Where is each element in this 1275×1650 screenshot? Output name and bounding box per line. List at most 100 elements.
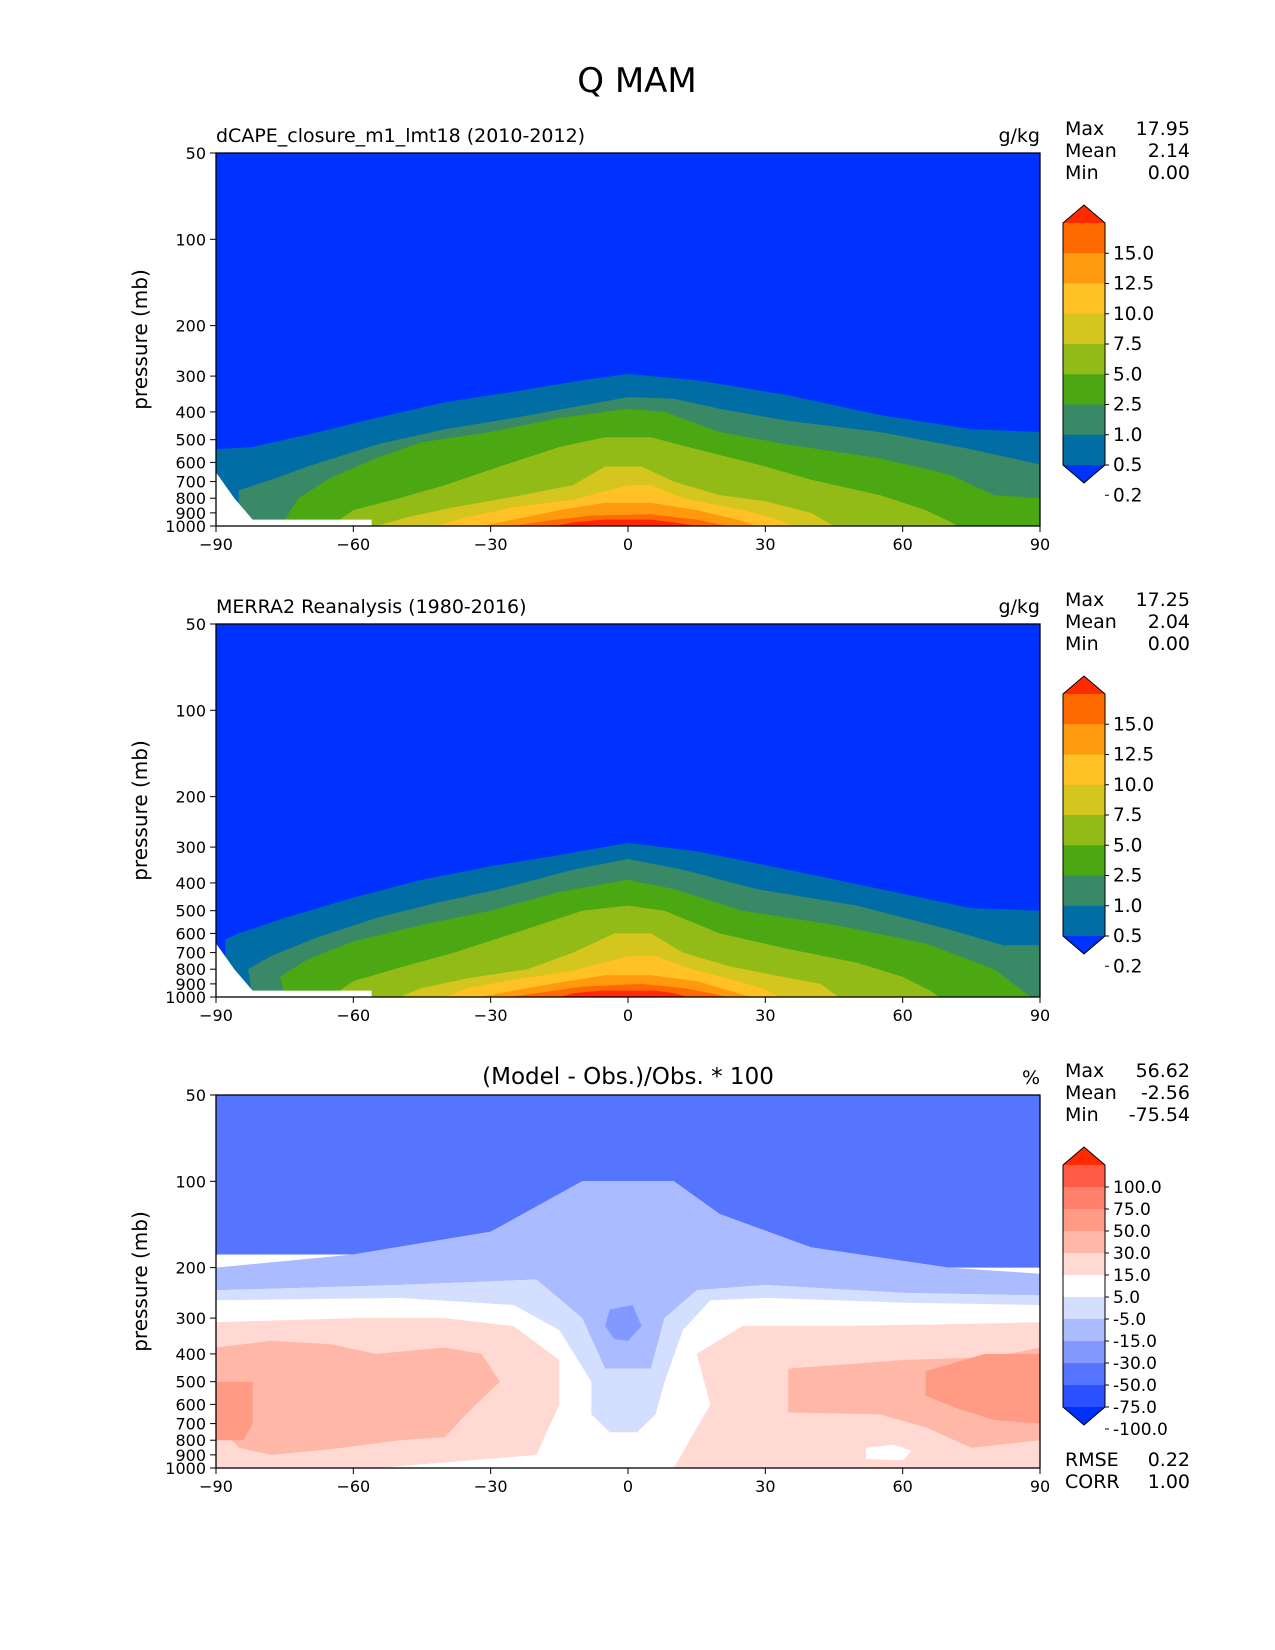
colorbar-swatch: [1063, 815, 1105, 846]
colorbar-swatch: [1063, 1165, 1105, 1188]
stat-label: Max: [1065, 589, 1104, 611]
x-tick-label: −90: [199, 1477, 233, 1496]
colorbar-tick-label: 5.0: [1113, 1288, 1140, 1308]
colorbar-tick-label: 10.0: [1113, 304, 1154, 325]
x-tick-label: 0: [623, 535, 633, 554]
y-tick-label: 400: [175, 874, 206, 893]
colorbar-extend-max: [1063, 205, 1105, 223]
colorbar-swatch: [1063, 374, 1105, 405]
x-tick-label: −30: [474, 535, 508, 554]
y-tick-label: 500: [175, 902, 206, 921]
colorbar-tick-label: 15.0: [1113, 243, 1154, 264]
colorbar-extend-min: [1063, 936, 1105, 954]
y-tick-label: 1000: [165, 517, 206, 536]
colorbar-tick-label: -100.0: [1113, 1420, 1168, 1440]
colorbar-tick-label: 0.5: [1113, 926, 1142, 947]
y-tick-label: 400: [175, 1345, 206, 1364]
colorbar-tick-label: 1.0: [1113, 425, 1142, 446]
colorbar-tick-label: 100.0: [1113, 1178, 1162, 1198]
colorbar: 15.0 12.5 10.0 7.5 5.0 2.5 1.0 0.5 0.2: [1062, 204, 1154, 506]
contour-band-15_0: [554, 519, 697, 526]
colorbar-tick-label: -5.0: [1113, 1310, 1146, 1330]
y-axis-label: pressure (mb): [128, 269, 152, 410]
units-label: %: [1022, 1067, 1040, 1089]
diff-region-8: [925, 1353, 1040, 1424]
stat-value: 2.04: [1148, 611, 1190, 633]
stat-value: 1.00: [1148, 1471, 1190, 1493]
y-tick-label: 600: [175, 924, 206, 943]
missing-data-mask: [216, 943, 372, 997]
colorbar-swatch: [1063, 1275, 1105, 1298]
stat-value: 17.95: [1136, 118, 1190, 140]
stat-label: Max: [1065, 118, 1104, 140]
y-tick-label: 900: [175, 975, 206, 994]
colorbar-swatch: [1063, 1363, 1105, 1386]
colorbar-tick-label: 12.5: [1113, 274, 1154, 295]
stat-value: 0.00: [1148, 633, 1190, 655]
panel-title: (Model - Obs.)/Obs. * 100: [482, 1064, 774, 1090]
colorbar-tick-label: -75.0: [1113, 1398, 1157, 1418]
colorbar-swatch: [1063, 1319, 1105, 1342]
colorbar-swatch: [1063, 223, 1105, 254]
stat-label: CORR: [1065, 1471, 1120, 1493]
panel-title: dCAPE_closure_m1_lmt18 (2010-2012): [216, 125, 585, 147]
stat-value: 2.14: [1148, 140, 1190, 162]
y-tick-label: 400: [175, 403, 206, 422]
x-tick-label: 60: [892, 1006, 912, 1025]
colorbar-tick-label: 12.5: [1113, 745, 1154, 766]
y-tick-label: 700: [175, 944, 206, 963]
y-tick-label: 700: [175, 473, 206, 492]
y-tick-label: 100: [175, 701, 206, 720]
colorbar: 100.075.050.030.015.05.0-5.0-15.0-30.0-5…: [1062, 1146, 1168, 1440]
x-tick-label: 60: [892, 1477, 912, 1496]
colorbar-tick-label: 15.0: [1113, 714, 1154, 735]
y-tick-label: 200: [175, 1259, 206, 1278]
colorbar-tick-label: -30.0: [1113, 1354, 1157, 1374]
colorbar-tick-label: 2.5: [1113, 395, 1142, 416]
y-tick-label: 600: [175, 1395, 206, 1414]
panel-2: 501002003004005006007008009001000pressur…: [128, 589, 1190, 1025]
missing-data-mask: [216, 472, 372, 526]
plot-area: [216, 153, 1040, 526]
stat-label: Mean: [1065, 140, 1117, 162]
colorbar-extend-min: [1063, 1407, 1105, 1425]
x-tick-label: −30: [474, 1006, 508, 1025]
stats-block: Max 56.62 Mean -2.56 Min -75.54 RMSE 0.22 CORR 1.…: [1065, 1060, 1190, 1493]
x-tick-label: −90: [199, 535, 233, 554]
colorbar-swatch: [1063, 1297, 1105, 1320]
colorbar-tick-label: 1.0: [1113, 896, 1142, 917]
colorbar-swatch: [1063, 344, 1105, 375]
diff-region-6: [216, 1340, 500, 1455]
colorbar-swatch: [1063, 1187, 1105, 1210]
units-label: g/kg: [998, 596, 1040, 618]
y-tick-label: 700: [175, 1415, 206, 1434]
y-tick-label: 500: [175, 1373, 206, 1392]
colorbar-swatch: [1063, 694, 1105, 725]
colorbar-tick-label: 0.5: [1113, 455, 1142, 476]
y-tick-label: 800: [175, 1431, 206, 1450]
y-tick-label: 100: [175, 1172, 206, 1191]
diff-region-10: [866, 1444, 912, 1461]
colorbar-swatch: [1063, 1231, 1105, 1254]
colorbar-tick-label: 10.0: [1113, 775, 1154, 796]
y-tick-label: 200: [175, 317, 206, 336]
x-tick-label: −90: [199, 1006, 233, 1025]
x-tick-label: 90: [1030, 1006, 1050, 1025]
y-tick-label: 800: [175, 489, 206, 508]
colorbar-swatch: [1063, 434, 1105, 466]
colorbar-tick-label: 7.5: [1113, 334, 1142, 355]
colorbar-swatch: [1063, 1341, 1105, 1364]
stat-label: Min: [1065, 633, 1099, 655]
y-tick-label: 50: [186, 1086, 206, 1105]
x-axis: −90 −60 −30 0 30 60 90: [199, 526, 1050, 554]
y-tick-label: 1000: [165, 1459, 206, 1478]
panel-3: 501002003004005006007008009001000pressur…: [128, 1060, 1190, 1496]
stat-label: Mean: [1065, 1082, 1117, 1104]
colorbar-swatch: [1063, 845, 1105, 876]
figure-title: Q MAM: [577, 61, 697, 101]
stat-value: -2.56: [1141, 1082, 1190, 1104]
stat-value: 0.00: [1148, 162, 1190, 184]
